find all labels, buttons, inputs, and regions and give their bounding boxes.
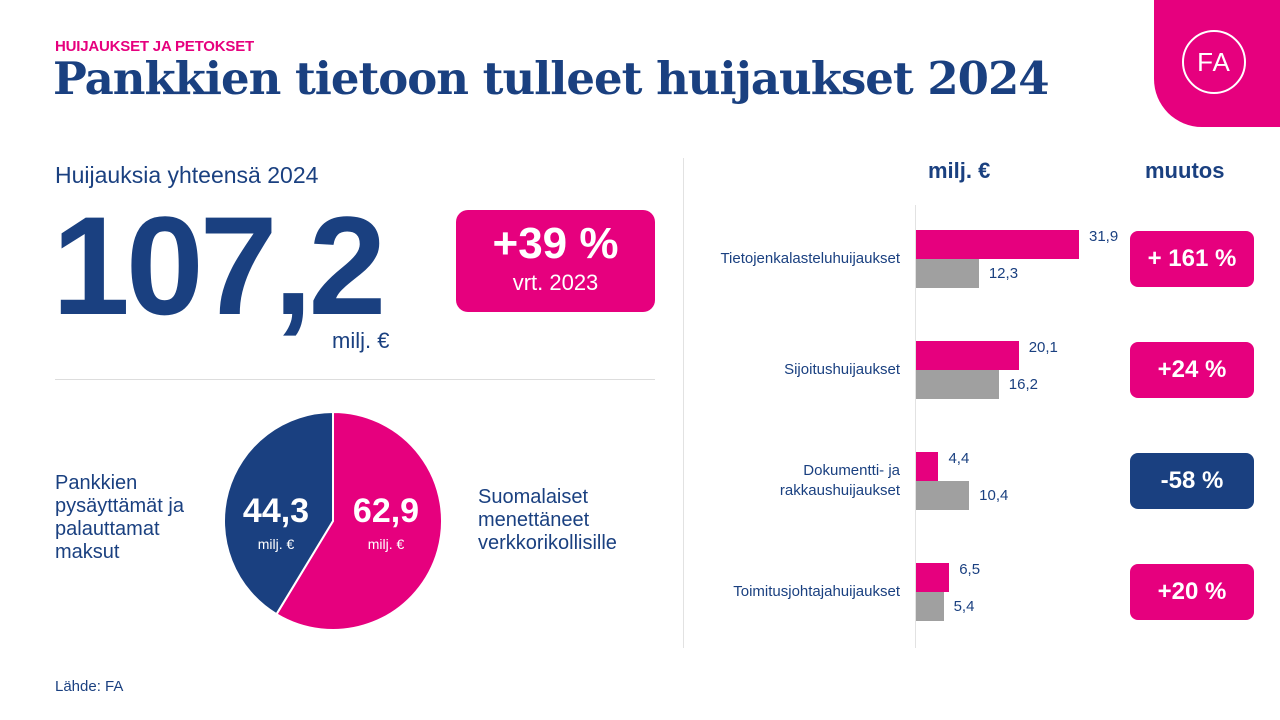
page-title: Pankkien tietoon tulleet huijaukset 2024: [53, 52, 1050, 105]
total-change-ref: vrt. 2023: [512, 270, 599, 295]
pie-value-pink: 62,9 milj. €: [340, 494, 432, 552]
pie-svg: [223, 410, 443, 631]
pie-chart: 44,3 milj. € 62,9 milj. €: [222, 410, 444, 632]
bar-value-label: 20,1: [1028, 339, 1058, 356]
value-header: milj. €: [928, 158, 991, 183]
pie-value-navy: 44,3 milj. €: [230, 494, 322, 552]
pie-value-pink-unit: milj. €: [367, 536, 405, 552]
pie-slice-pink: [275, 410, 443, 631]
bar-2023: [916, 481, 970, 510]
bar-value-label: 10,4: [979, 487, 1009, 504]
bar-2024: [916, 230, 1079, 259]
total-unit: milj. €: [332, 328, 390, 353]
category-label: Toimitusjohtajahuijaukset: [733, 583, 900, 600]
change-header: muutos: [1145, 158, 1225, 183]
bar-2024: [916, 563, 950, 592]
change-badge: + 161 %: [1130, 231, 1254, 287]
category-label: Dokumentti- ja rakkaushuijaukset: [779, 462, 900, 499]
source: Lähde: FA: [55, 678, 124, 695]
kicker: HUIJAUKSET JA PETOKSET: [55, 38, 254, 55]
bar-value-label: 16,2: [1008, 376, 1038, 393]
pie-value-navy-unit: milj. €: [257, 536, 295, 552]
pie-slice-navy: [223, 410, 334, 616]
total-label: Huijauksia yhteensä 2024: [55, 162, 319, 188]
bar-value-label: 4,4: [948, 450, 970, 467]
bar-value-label: 5,4: [953, 598, 975, 615]
pie-value-pink-number: 62,9: [352, 492, 420, 530]
change-badge: +20 %: [1130, 564, 1254, 620]
change-badge: -58 %: [1130, 453, 1254, 509]
total-change-badge: +39 % vrt. 2023: [456, 210, 655, 312]
pie-value-navy-number: 44,3: [242, 492, 310, 530]
bar-value-label: 31,9: [1089, 228, 1119, 245]
total-value: 107,2: [52, 187, 386, 344]
change-badge: +24 %: [1130, 342, 1254, 398]
bar-2024: [916, 452, 939, 481]
divider-vertical: [683, 158, 684, 648]
bar-value-label: 6,5: [959, 561, 981, 578]
divider: [55, 379, 655, 380]
pie-label-navy: Pankkien pysäyttämät ja palauttamat maks…: [55, 472, 184, 563]
bar-value-label: 12,3: [988, 265, 1019, 282]
fa-logo: FA: [1154, 0, 1280, 127]
logo-text: FA: [1182, 30, 1246, 94]
total-change: +39 %: [492, 219, 619, 268]
category-label: Tietojenkalasteluhuijaukset: [720, 250, 900, 267]
bar-2023: [916, 259, 979, 288]
category-label: Sijoitushuijaukset: [784, 361, 900, 378]
bar-2023: [916, 370, 999, 399]
bar-2023: [916, 592, 944, 621]
bar-2024: [916, 341, 1019, 370]
pie-label-pink: Suomalaiset menettäneet verkkorikollisil…: [478, 486, 617, 554]
bar-axis: [915, 205, 916, 648]
